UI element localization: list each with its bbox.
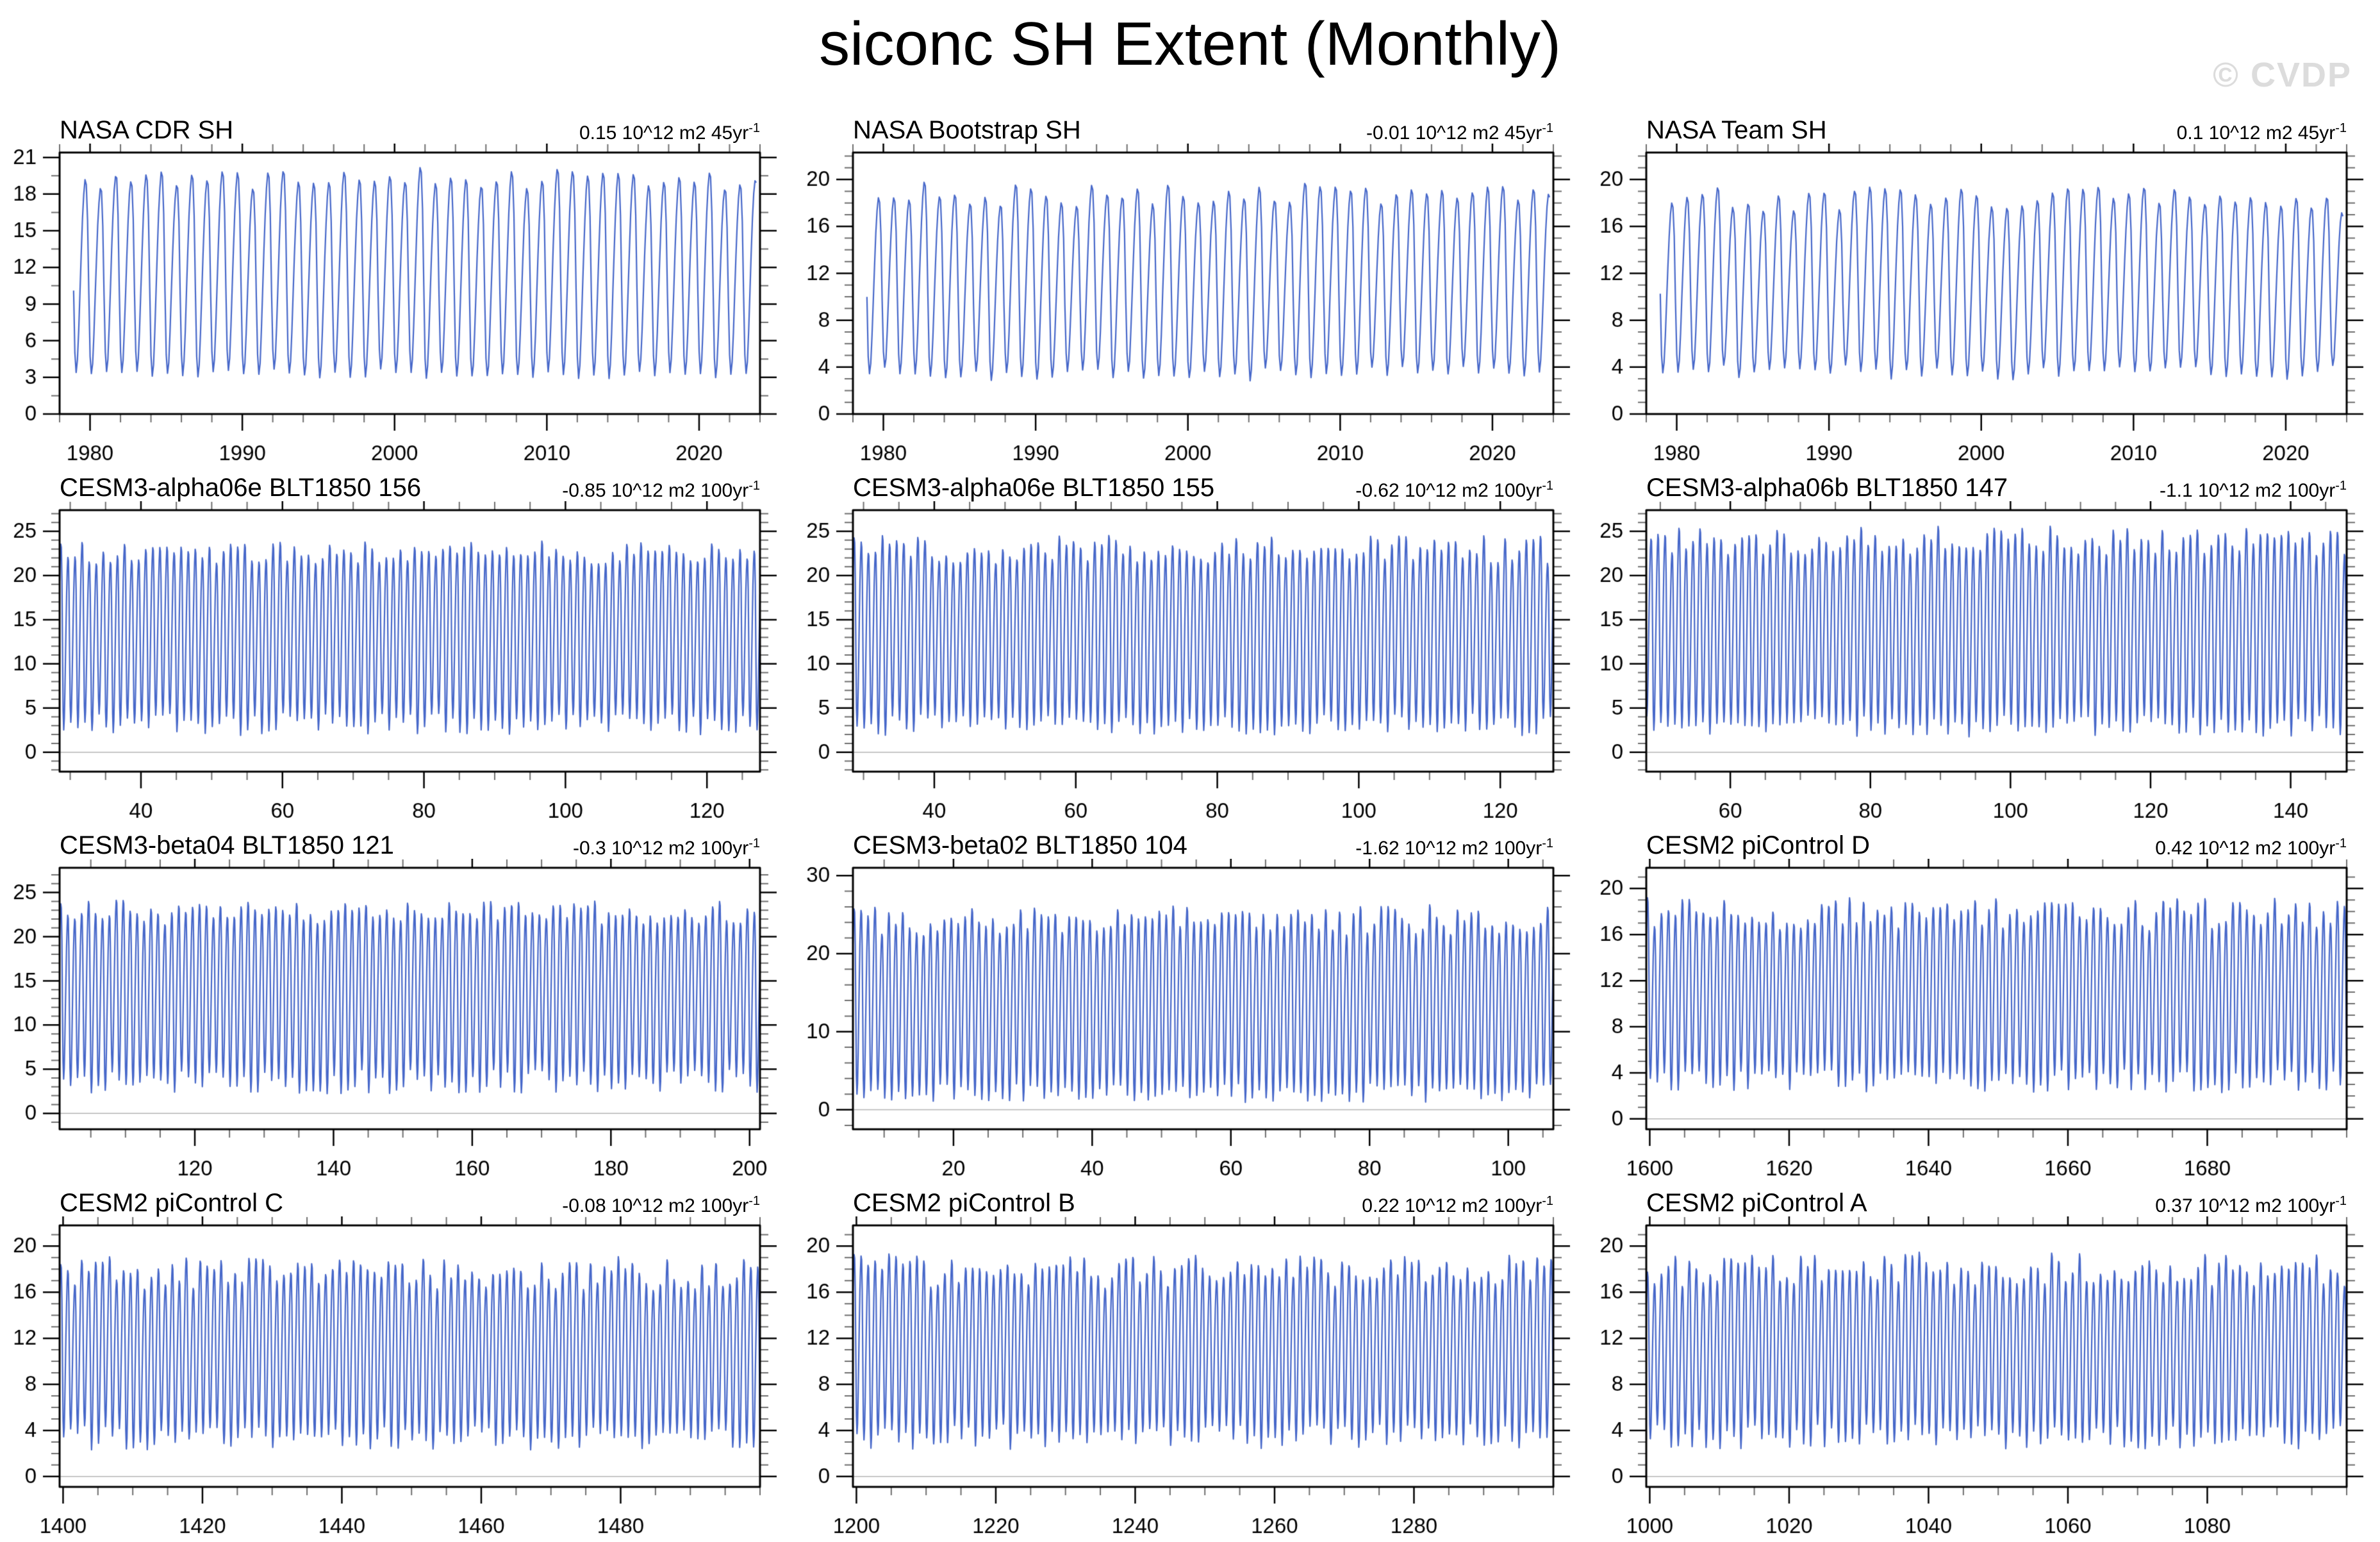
timeseries-plot: [4, 1216, 797, 1540]
panel-title: NASA CDR SH: [60, 116, 234, 144]
panel-trend-label: 0.42 10^12 m2 100yr-1: [2155, 836, 2347, 859]
timeseries-plot: [4, 859, 797, 1182]
timeseries-plot: [1591, 144, 2380, 467]
panel-header: CESM3-beta02 BLT1850 104 -1.62 10^12 m2 …: [797, 825, 1591, 859]
chart-panel: CESM3-alpha06e BLT1850 155 -0.62 10^12 m…: [797, 468, 1591, 825]
panel-trend-label: 0.1 10^12 m2 45yr-1: [2176, 121, 2347, 144]
panel-trend-label: 0.15 10^12 m2 45yr-1: [579, 121, 760, 144]
chart-panel: CESM3-beta04 BLT1850 121 -0.3 10^12 m2 1…: [4, 825, 797, 1183]
panel-title: CESM2 piControl B: [853, 1189, 1075, 1217]
timeseries-plot: [1591, 501, 2380, 825]
timeseries-plot: [1591, 859, 2380, 1182]
timeseries-plot: [797, 1216, 1591, 1540]
panel-title: CESM3-beta02 BLT1850 104: [853, 831, 1187, 859]
timeseries-plot: [797, 501, 1591, 825]
panel-title: CESM3-beta04 BLT1850 121: [60, 831, 394, 859]
panel-title: CESM3-alpha06e BLT1850 156: [60, 474, 422, 502]
panel-title: CESM3-alpha06b BLT1850 147: [1646, 474, 2008, 502]
cvdp-watermark: © CVDP: [2213, 56, 2352, 94]
panel-header: CESM3-alpha06b BLT1850 147 -1.1 10^12 m2…: [1591, 468, 2380, 501]
timeseries-plot: [797, 859, 1591, 1182]
panel-title: CESM2 piControl A: [1646, 1189, 1867, 1217]
chart-panel: NASA Team SH 0.1 10^12 m2 45yr-1: [1591, 110, 2380, 468]
panel-title: NASA Team SH: [1646, 116, 1827, 144]
panel-trend-label: 0.37 10^12 m2 100yr-1: [2155, 1194, 2347, 1216]
panel-grid: NASA CDR SH 0.15 10^12 m2 45yr-1 NASA Bo…: [4, 110, 2380, 1541]
panel-title: CESM2 piControl C: [60, 1189, 284, 1217]
chart-panel: CESM3-alpha06e BLT1850 156 -0.85 10^12 m…: [4, 468, 797, 825]
panel-header: NASA CDR SH 0.15 10^12 m2 45yr-1: [4, 110, 797, 144]
page-title: siconc SH Extent (Monthly): [819, 10, 1561, 78]
panel-header: CESM2 piControl A 0.37 10^12 m2 100yr-1: [1591, 1183, 2380, 1216]
panel-header: CESM3-beta04 BLT1850 121 -0.3 10^12 m2 1…: [4, 825, 797, 859]
panel-title: CESM2 piControl D: [1646, 831, 1871, 859]
panel-trend-label: -0.08 10^12 m2 100yr-1: [562, 1194, 760, 1216]
chart-panel: NASA Bootstrap SH -0.01 10^12 m2 45yr-1: [797, 110, 1591, 468]
panel-header: NASA Team SH 0.1 10^12 m2 45yr-1: [1591, 110, 2380, 144]
panel-trend-label: -0.85 10^12 m2 100yr-1: [562, 479, 760, 501]
chart-panel: CESM2 piControl D 0.42 10^12 m2 100yr-1: [1591, 825, 2380, 1183]
timeseries-plot: [4, 144, 797, 467]
panel-trend-label: -0.62 10^12 m2 100yr-1: [1355, 479, 1553, 501]
chart-panel: CESM3-alpha06b BLT1850 147 -1.1 10^12 m2…: [1591, 468, 2380, 825]
chart-panel: CESM2 piControl B 0.22 10^12 m2 100yr-1: [797, 1183, 1591, 1541]
panel-title: CESM3-alpha06e BLT1850 155: [853, 474, 1215, 502]
timeseries-plot: [4, 501, 797, 825]
panel-header: CESM2 piControl B 0.22 10^12 m2 100yr-1: [797, 1183, 1591, 1216]
panel-header: NASA Bootstrap SH -0.01 10^12 m2 45yr-1: [797, 110, 1591, 144]
chart-panel: NASA CDR SH 0.15 10^12 m2 45yr-1: [4, 110, 797, 468]
chart-panel: CESM2 piControl C -0.08 10^12 m2 100yr-1: [4, 1183, 797, 1541]
chart-panel: CESM2 piControl A 0.37 10^12 m2 100yr-1: [1591, 1183, 2380, 1541]
timeseries-plot: [1591, 1216, 2380, 1540]
panel-header: CESM3-alpha06e BLT1850 155 -0.62 10^12 m…: [797, 468, 1591, 501]
panel-trend-label: 0.22 10^12 m2 100yr-1: [1362, 1194, 1553, 1216]
panel-header: CESM2 piControl C -0.08 10^12 m2 100yr-1: [4, 1183, 797, 1216]
panel-header: CESM2 piControl D 0.42 10^12 m2 100yr-1: [1591, 825, 2380, 859]
chart-panel: CESM3-beta02 BLT1850 104 -1.62 10^12 m2 …: [797, 825, 1591, 1183]
panel-trend-label: -0.3 10^12 m2 100yr-1: [572, 836, 760, 859]
panel-header: CESM3-alpha06e BLT1850 156 -0.85 10^12 m…: [4, 468, 797, 501]
panel-trend-label: -1.62 10^12 m2 100yr-1: [1355, 836, 1553, 859]
panel-trend-label: -1.1 10^12 m2 100yr-1: [2159, 479, 2347, 501]
panel-title: NASA Bootstrap SH: [853, 116, 1081, 144]
timeseries-plot: [797, 144, 1591, 467]
panel-trend-label: -0.01 10^12 m2 45yr-1: [1366, 121, 1553, 144]
